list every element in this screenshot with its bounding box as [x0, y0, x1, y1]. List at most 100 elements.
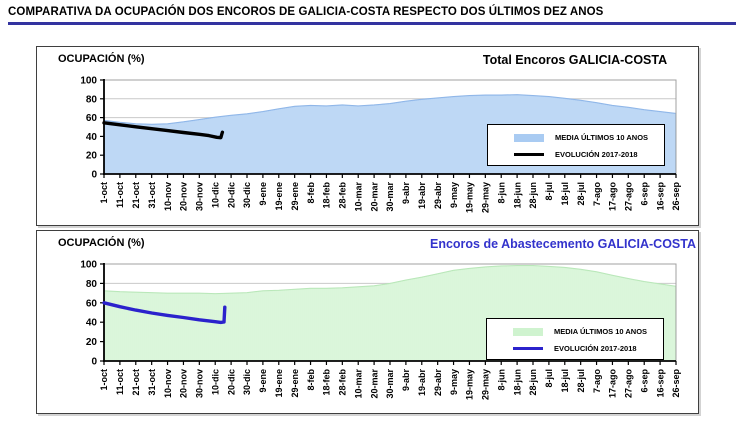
report-title: COMPARATIVA DA OCUPACIÓN DOS ENCOROS DE …: [8, 6, 604, 18]
svg-text:18-jun: 18-jun: [512, 182, 522, 209]
svg-text:9-abr: 9-abr: [401, 182, 411, 205]
svg-text:18-feb: 18-feb: [322, 182, 332, 209]
svg-text:20-dic: 20-dic: [226, 182, 236, 208]
svg-text:0: 0: [91, 357, 97, 368]
media-area-edge: [103, 265, 677, 295]
svg-text:30-dic: 30-dic: [242, 369, 252, 395]
svg-text:8-feb: 8-feb: [306, 182, 316, 204]
svg-text:30-nov: 30-nov: [195, 182, 205, 211]
y-axis-labels: 0 20 40 60 80 100: [80, 260, 104, 368]
svg-text:19-abr: 19-abr: [417, 369, 427, 397]
svg-text:10-nov: 10-nov: [163, 369, 173, 398]
svg-text:27-ago: 27-ago: [624, 369, 634, 399]
svg-text:30-mar: 30-mar: [385, 182, 395, 212]
svg-text:1-oct: 1-oct: [99, 369, 109, 391]
svg-text:11-oct: 11-oct: [115, 369, 125, 395]
svg-text:18-jun: 18-jun: [512, 369, 522, 396]
svg-text:26-sep: 26-sep: [671, 182, 681, 211]
legend-row-evolucion: EVOLUCIÓN 2017-2018: [514, 150, 664, 159]
svg-text:29-ene: 29-ene: [290, 182, 300, 211]
svg-text:31-oct: 31-oct: [147, 182, 157, 209]
y-axis-title-abastecemento: OCUPACIÓN (%): [58, 237, 145, 249]
legend-label-media: MEDIA ÚLTIMOS 10 ANOS: [554, 327, 648, 336]
legend-row-media: MEDIA ÚLTIMOS 10 ANOS: [514, 133, 664, 142]
svg-text:8-jun: 8-jun: [496, 182, 506, 204]
svg-text:28-jul: 28-jul: [576, 182, 586, 206]
svg-text:28-jun: 28-jun: [528, 369, 538, 396]
svg-text:6-sep: 6-sep: [639, 182, 649, 206]
x-axis-labels: 1-oct 11-oct 21-oct 31-oct 10-nov 20-nov 30-no…: [99, 174, 681, 213]
svg-text:20-mar: 20-mar: [369, 182, 379, 212]
svg-text:80: 80: [86, 279, 98, 290]
svg-text:9-ene: 9-ene: [258, 182, 268, 206]
svg-text:29-abr: 29-abr: [433, 369, 443, 397]
svg-text:19-may: 19-may: [465, 182, 475, 213]
svg-text:16-sep: 16-sep: [655, 369, 665, 398]
chart-title-abastecemento: Encoros de Abastecemento GALICIA-COSTA: [430, 237, 697, 251]
legend-label-evolucion: EVOLUCIÓN 2017-2018: [554, 344, 637, 353]
y-axis-title-total: OCUPACIÓN (%): [58, 53, 145, 65]
svg-text:80: 80: [86, 94, 98, 105]
chart-panel-total: 0 20 40 60 80 100 1-oct 11-oct 21-oct 31-oct 10-no…: [36, 46, 699, 226]
legend-label-media: MEDIA ÚLTIMOS 10 ANOS: [555, 133, 649, 142]
legend-swatch-evolucion-icon: [513, 346, 543, 351]
svg-text:100: 100: [80, 76, 97, 87]
svg-text:18-feb: 18-feb: [322, 369, 332, 396]
svg-text:11-oct: 11-oct: [115, 182, 125, 208]
svg-text:6-sep: 6-sep: [639, 369, 649, 393]
svg-text:20: 20: [86, 151, 98, 162]
svg-text:9-may: 9-may: [449, 182, 459, 208]
svg-text:17-ago: 17-ago: [608, 182, 618, 212]
svg-text:60: 60: [86, 113, 98, 124]
legend-row-media: MEDIA ÚLTIMOS 10 ANOS: [513, 327, 663, 336]
svg-text:19-abr: 19-abr: [417, 182, 427, 210]
svg-text:29-abr: 29-abr: [433, 182, 443, 210]
legend-swatch-evolucion-icon: [514, 152, 544, 157]
svg-text:29-ene: 29-ene: [290, 369, 300, 398]
svg-text:60: 60: [86, 298, 98, 309]
svg-text:8-jul: 8-jul: [544, 182, 554, 201]
svg-text:26-sep: 26-sep: [671, 369, 681, 398]
svg-text:10-dic: 10-dic: [210, 369, 220, 395]
svg-text:10-mar: 10-mar: [353, 182, 363, 212]
legend-swatch-media-icon: [513, 327, 543, 336]
svg-text:21-oct: 21-oct: [131, 369, 141, 396]
svg-text:19-may: 19-may: [465, 369, 475, 400]
svg-text:40: 40: [86, 318, 98, 329]
svg-text:18-jul: 18-jul: [560, 182, 570, 206]
svg-text:29-may: 29-may: [481, 182, 491, 213]
svg-text:19-ene: 19-ene: [274, 182, 284, 211]
chart-plot-abastecemento: 0 20 40 60 80 100 1-oct 11-oct 21-oct 31-oct 10-no…: [80, 260, 681, 401]
x-axis-labels: 1-oct 11-oct 21-oct 31-oct 10-nov 20-nov 30-no…: [99, 361, 681, 400]
legend-row-evolucion: EVOLUCIÓN 2017-2018: [513, 344, 663, 353]
svg-text:100: 100: [80, 260, 97, 271]
svg-text:40: 40: [86, 132, 98, 143]
svg-text:17-ago: 17-ago: [608, 369, 618, 399]
legend-total: MEDIA ÚLTIMOS 10 ANOS EVOLUCIÓN 2017-201…: [487, 124, 665, 166]
evolucion-line: [102, 301, 227, 325]
svg-text:9-may: 9-may: [449, 369, 459, 395]
media-area-edge: [103, 94, 677, 125]
svg-text:10-nov: 10-nov: [163, 182, 173, 211]
svg-text:16-sep: 16-sep: [655, 182, 665, 211]
svg-text:28-feb: 28-feb: [338, 182, 348, 209]
svg-text:18-jul: 18-jul: [560, 369, 570, 393]
svg-text:8-jul: 8-jul: [544, 369, 554, 388]
svg-text:20-nov: 20-nov: [179, 369, 189, 398]
svg-text:8-jun: 8-jun: [496, 369, 506, 391]
svg-text:9-abr: 9-abr: [401, 369, 411, 392]
svg-text:8-feb: 8-feb: [306, 369, 316, 391]
svg-text:31-oct: 31-oct: [147, 369, 157, 396]
svg-text:27-ago: 27-ago: [624, 182, 634, 212]
svg-text:7-ago: 7-ago: [592, 369, 602, 394]
svg-text:21-oct: 21-oct: [131, 182, 141, 209]
y-axis-labels: 0 20 40 60 80 100: [80, 76, 104, 181]
svg-text:20-dic: 20-dic: [226, 369, 236, 395]
legend-abastecemento: MEDIA ÚLTIMOS 10 ANOS EVOLUCIÓN 2017-201…: [486, 318, 664, 360]
legend-swatch-media-icon: [514, 133, 544, 142]
svg-text:30-nov: 30-nov: [195, 369, 205, 398]
svg-text:30-mar: 30-mar: [385, 369, 395, 399]
report-header: COMPARATIVA DA OCUPACIÓN DOS ENCOROS DE …: [8, 6, 738, 25]
svg-text:20-mar: 20-mar: [369, 369, 379, 399]
legend-label-evolucion: EVOLUCIÓN 2017-2018: [555, 150, 638, 159]
